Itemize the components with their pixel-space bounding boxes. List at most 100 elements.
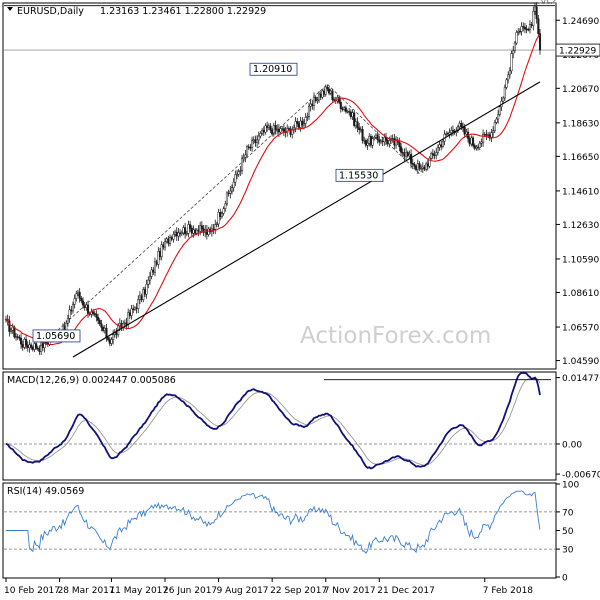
candle-body bbox=[26, 344, 29, 348]
candle-body bbox=[448, 132, 451, 135]
candle-body bbox=[348, 111, 351, 113]
candle-body bbox=[256, 139, 259, 143]
candle-body bbox=[532, 10, 535, 26]
candle bbox=[257, 131, 260, 145]
candle-body bbox=[349, 111, 352, 118]
candle bbox=[214, 219, 217, 235]
candle bbox=[523, 23, 526, 34]
candle-body bbox=[91, 311, 95, 314]
candle-body bbox=[483, 134, 486, 136]
candle-body bbox=[20, 337, 23, 345]
candle-body bbox=[157, 251, 160, 265]
candle-body bbox=[224, 203, 227, 209]
candle bbox=[331, 88, 334, 102]
candle-body bbox=[517, 30, 520, 33]
candle bbox=[493, 120, 496, 133]
candle-body bbox=[132, 308, 135, 310]
candle-body bbox=[530, 24, 533, 26]
candle-body bbox=[451, 130, 455, 132]
candle-body bbox=[344, 107, 347, 112]
candle-body bbox=[135, 307, 138, 310]
x-tick-label: 9 Aug 2017 bbox=[217, 586, 269, 596]
candle-body bbox=[384, 137, 388, 141]
candle-body bbox=[128, 312, 131, 316]
candle bbox=[535, 2, 538, 24]
candle-body bbox=[431, 153, 434, 156]
candle bbox=[495, 117, 498, 125]
candle bbox=[230, 184, 234, 195]
candle bbox=[75, 290, 78, 302]
candle bbox=[358, 122, 361, 135]
candle-body bbox=[364, 140, 367, 146]
candle-body bbox=[212, 228, 215, 230]
candle-body bbox=[408, 153, 411, 157]
candle-body bbox=[97, 317, 100, 321]
candle bbox=[478, 140, 481, 151]
candle-body bbox=[98, 320, 101, 325]
candle-body bbox=[86, 304, 90, 314]
price-y-tick-label: 1.06570 bbox=[562, 324, 599, 334]
candle-body bbox=[234, 174, 237, 183]
candle-body bbox=[423, 166, 426, 170]
candle bbox=[274, 120, 277, 135]
candle bbox=[366, 138, 369, 150]
candle bbox=[256, 135, 259, 148]
trend-line bbox=[72, 81, 541, 358]
candle-body bbox=[252, 139, 255, 141]
candle-body bbox=[70, 309, 73, 312]
candle bbox=[224, 200, 227, 212]
candle bbox=[137, 295, 140, 314]
candle-body bbox=[301, 120, 304, 126]
candle-body bbox=[306, 116, 309, 118]
x-tick-label: 7 Nov 2017 bbox=[324, 586, 376, 596]
candle-body bbox=[175, 231, 178, 237]
candle bbox=[451, 125, 455, 137]
x-tick-label: 21 Dec 2017 bbox=[377, 586, 435, 596]
candle bbox=[235, 169, 239, 180]
candle-body bbox=[324, 86, 327, 95]
candle-body bbox=[287, 128, 290, 130]
candle-body bbox=[240, 158, 244, 171]
candle-body bbox=[85, 304, 88, 308]
candle bbox=[344, 105, 347, 114]
candle-body bbox=[133, 307, 136, 310]
candle-body bbox=[199, 225, 202, 232]
candle-body bbox=[232, 181, 235, 189]
candle bbox=[73, 294, 76, 309]
candle-body bbox=[497, 114, 500, 120]
candle-body bbox=[266, 125, 269, 128]
candle bbox=[35, 341, 38, 350]
candle-body bbox=[140, 295, 143, 301]
candle bbox=[222, 206, 225, 216]
candle bbox=[23, 337, 26, 350]
candle bbox=[142, 286, 145, 303]
candle-body bbox=[127, 312, 130, 325]
candle-body bbox=[35, 343, 38, 349]
candle-body bbox=[174, 231, 177, 235]
candle-body bbox=[527, 29, 530, 31]
candle bbox=[16, 333, 19, 341]
candle-body bbox=[361, 129, 364, 141]
candle-body bbox=[331, 90, 334, 100]
candle-body bbox=[147, 279, 150, 285]
candle-body bbox=[379, 140, 383, 143]
candle-body bbox=[477, 146, 480, 149]
candle-body bbox=[528, 24, 532, 30]
candle-body bbox=[373, 136, 376, 140]
candle-body bbox=[383, 137, 386, 143]
candle bbox=[433, 150, 436, 160]
macd-y-tick-label: -0.006705 bbox=[562, 471, 600, 481]
candle bbox=[471, 135, 475, 148]
candle bbox=[80, 296, 83, 304]
candle-body bbox=[492, 130, 495, 133]
price-y-tick-label: 1.12630 bbox=[562, 221, 599, 231]
candle-body bbox=[167, 238, 170, 244]
candle bbox=[259, 131, 262, 139]
macd-title: MACD(12,26,9) 0.002447 0.005086 bbox=[7, 375, 176, 386]
candle bbox=[185, 231, 188, 237]
candle-body bbox=[267, 125, 270, 128]
candle-body bbox=[73, 298, 76, 305]
candle-body bbox=[418, 163, 421, 169]
candle bbox=[527, 27, 530, 32]
candle-body bbox=[145, 284, 148, 295]
